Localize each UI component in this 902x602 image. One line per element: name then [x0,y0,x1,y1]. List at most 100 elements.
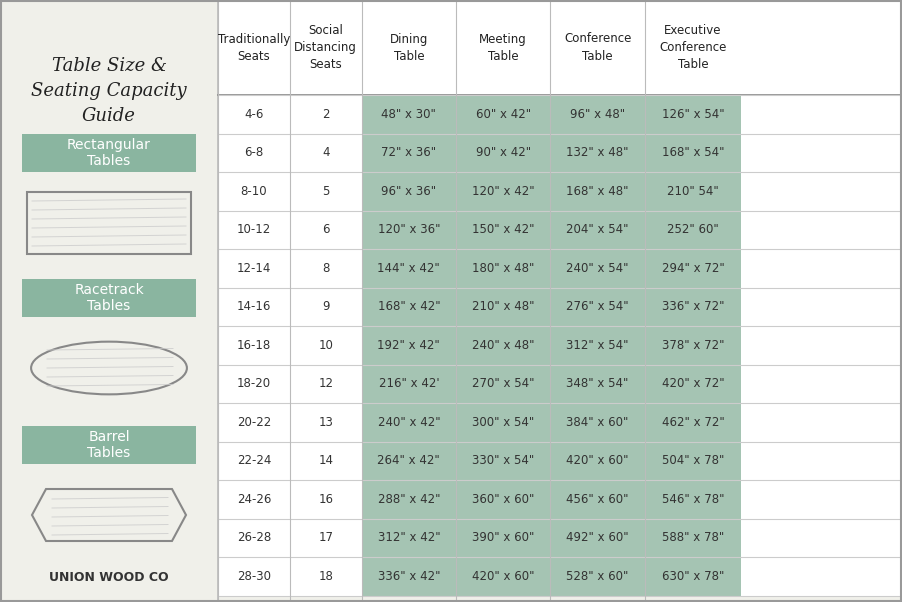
Bar [0,0,218,602]
Text: 168" x 48": 168" x 48" [566,185,629,197]
Bar [550,288,645,326]
Text: Rectangular
Tables: Rectangular Tables [67,138,151,168]
Text: 14-16: 14-16 [236,300,272,313]
Bar [218,326,902,364]
Text: 72" x 36": 72" x 36" [382,146,437,160]
Text: 240" x 48": 240" x 48" [472,339,535,352]
Bar [362,326,456,364]
Bar [550,557,645,595]
Text: 192" x 42": 192" x 42" [377,339,440,352]
Text: 2: 2 [322,108,329,121]
Text: 9: 9 [322,300,329,313]
Text: 150" x 42": 150" x 42" [472,223,535,236]
Bar [645,211,741,249]
Text: 17: 17 [318,531,333,544]
Text: UNION WOOD CO: UNION WOOD CO [50,571,169,584]
Bar [456,403,550,441]
Bar [645,364,741,403]
Text: 384" x 60": 384" x 60" [566,416,629,429]
Bar [645,518,741,557]
Text: 360" x 60": 360" x 60" [472,493,534,506]
Bar [456,326,550,364]
Text: Meeting
Table: Meeting Table [479,33,527,63]
Bar [645,95,741,134]
Bar [456,518,550,557]
Bar [218,441,902,480]
Text: 12-14: 12-14 [236,262,272,275]
Text: 16-18: 16-18 [237,339,271,352]
Bar [645,134,741,172]
Text: 120" x 42": 120" x 42" [472,185,535,197]
Bar [27,192,191,254]
Text: 216" x 42': 216" x 42' [379,377,439,390]
Text: 14: 14 [318,455,333,467]
Text: 180" x 48": 180" x 48" [472,262,534,275]
Text: 126" x 54": 126" x 54" [662,108,724,121]
Bar [550,95,645,134]
Bar [456,249,550,288]
Text: 132" x 48": 132" x 48" [566,146,629,160]
Bar [456,172,550,211]
Bar [362,95,456,134]
Bar [362,288,456,326]
Text: 5: 5 [322,185,329,197]
Text: Racetrack
Tables: Racetrack Tables [74,283,144,313]
Text: 96" x 36": 96" x 36" [382,185,437,197]
Text: 96" x 48": 96" x 48" [570,108,625,121]
Text: 504" x 78": 504" x 78" [662,455,724,467]
Text: 8: 8 [322,262,329,275]
Bar [218,518,902,557]
Bar [550,480,645,518]
Bar [550,172,645,211]
Bar [362,249,456,288]
Text: 348" x 54": 348" x 54" [566,377,629,390]
Bar [456,134,550,172]
Bar [362,211,456,249]
Text: Dining
Table: Dining Table [390,33,428,63]
Text: Conference
Table: Conference Table [564,33,631,63]
Text: 240" x 42": 240" x 42" [378,416,440,429]
Text: 336" x 72": 336" x 72" [662,300,724,313]
Text: 22-24: 22-24 [236,455,272,467]
Text: 300" x 54": 300" x 54" [472,416,534,429]
Text: 18-20: 18-20 [237,377,271,390]
Text: 8-10: 8-10 [241,185,267,197]
Bar [218,95,902,134]
Text: 18: 18 [318,569,333,583]
Polygon shape [32,489,186,541]
Text: 26-28: 26-28 [237,531,271,544]
Bar [645,288,741,326]
Text: 210" x 48": 210" x 48" [472,300,535,313]
Bar [645,480,741,518]
Text: 312" x 54": 312" x 54" [566,339,629,352]
Text: 10-12: 10-12 [237,223,271,236]
Text: 288" x 42": 288" x 42" [378,493,440,506]
Bar [456,441,550,480]
Text: 20-22: 20-22 [237,416,271,429]
Text: 312" x 42": 312" x 42" [378,531,440,544]
Bar [218,249,902,288]
Text: 240" x 54": 240" x 54" [566,262,629,275]
Text: 144" x 42": 144" x 42" [377,262,440,275]
Text: Traditionally
Seats: Traditionally Seats [217,33,290,63]
Bar [550,441,645,480]
Text: 12: 12 [318,377,333,390]
Bar [362,441,456,480]
Text: 492" x 60": 492" x 60" [566,531,629,544]
Bar [218,364,902,403]
Text: 204" x 54": 204" x 54" [566,223,629,236]
Text: 276" x 54": 276" x 54" [566,300,629,313]
Text: 456" x 60": 456" x 60" [566,493,629,506]
Bar [550,134,645,172]
Bar [456,364,550,403]
Bar [645,326,741,364]
Text: 28-30: 28-30 [237,569,271,583]
Bar [645,172,741,211]
Text: 4: 4 [322,146,329,160]
Bar [218,480,902,518]
Text: 420" x 72": 420" x 72" [662,377,724,390]
Text: 24-26: 24-26 [236,493,272,506]
Bar [550,249,645,288]
Bar [550,211,645,249]
Bar [645,441,741,480]
